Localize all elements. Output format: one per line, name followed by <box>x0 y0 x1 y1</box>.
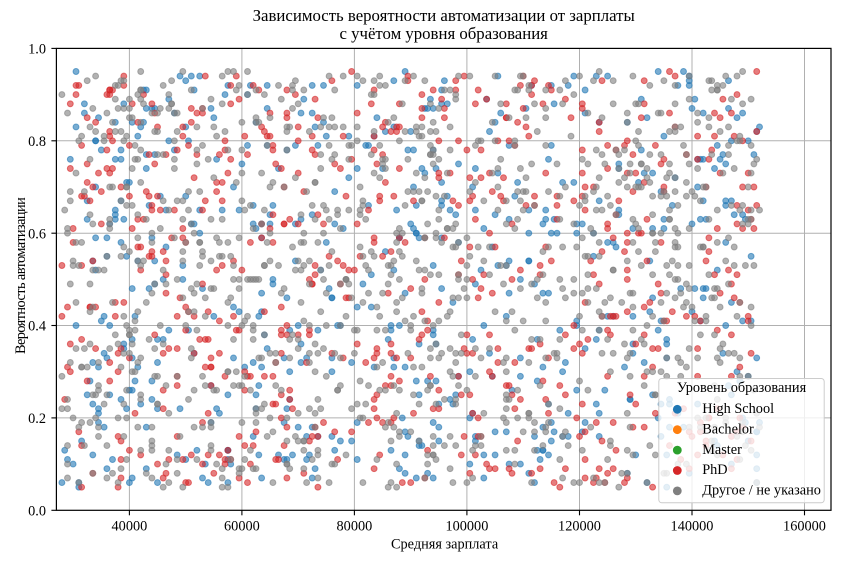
svg-text:80000: 80000 <box>337 519 373 535</box>
svg-text:0.8: 0.8 <box>28 134 46 150</box>
svg-text:60000: 60000 <box>224 519 260 535</box>
svg-text:160000: 160000 <box>783 519 826 535</box>
svg-text:40000: 40000 <box>112 519 148 535</box>
svg-text:Вероятность автоматизации: Вероятность автоматизации <box>13 197 29 354</box>
svg-text:Уровень образования: Уровень образования <box>677 380 807 396</box>
svg-text:High School: High School <box>702 401 774 417</box>
svg-text:0.2: 0.2 <box>28 411 46 427</box>
svg-text:Зависимость вероятности автома: Зависимость вероятности автоматизации от… <box>253 6 635 25</box>
svg-text:140000: 140000 <box>671 519 714 535</box>
svg-text:0.0: 0.0 <box>28 503 46 519</box>
svg-text:0.4: 0.4 <box>28 319 46 335</box>
svg-text:PhD: PhD <box>702 462 727 478</box>
svg-text:100000: 100000 <box>445 519 488 535</box>
svg-text:Master: Master <box>702 442 742 458</box>
svg-text:120000: 120000 <box>558 519 601 535</box>
svg-text:1.0: 1.0 <box>28 42 46 58</box>
svg-text:Средняя зарплата: Средняя зарплата <box>391 537 499 553</box>
svg-text:Другое / не указано: Другое / не указано <box>702 483 821 499</box>
svg-text:с учётом уровня образования: с учётом уровня образования <box>339 24 548 43</box>
svg-text:Bachelor: Bachelor <box>702 421 754 437</box>
svg-text:0.6: 0.6 <box>28 226 46 242</box>
